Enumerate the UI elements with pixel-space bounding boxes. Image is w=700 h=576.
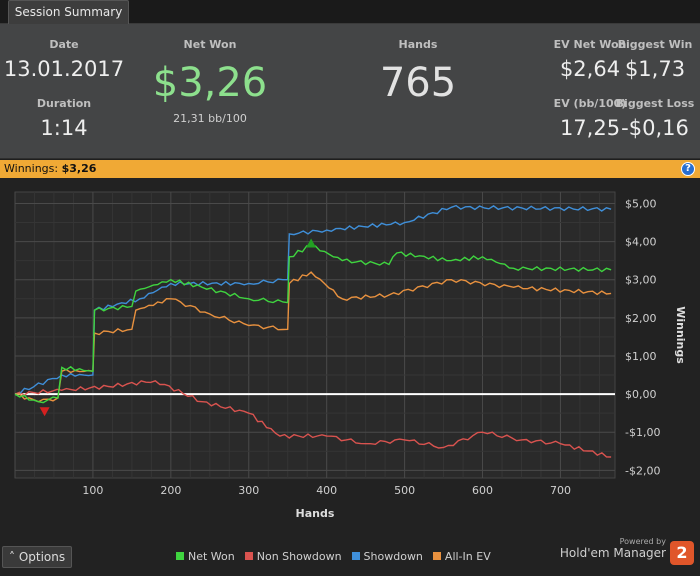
brand-name: Hold'em Manager (559, 546, 666, 560)
biggest-loss-value: -$0,16 (621, 116, 689, 140)
net-won-label: Net Won (183, 38, 237, 51)
plot-area (14, 191, 616, 479)
x-tick-label: 700 (550, 484, 571, 497)
winnings-label: Winnings: (4, 162, 59, 175)
y-tick-label: $0,00 (625, 388, 657, 401)
x-tick-label: 500 (394, 484, 415, 497)
x-tick-label: 400 (316, 484, 337, 497)
chart-legend: Net Won Non Showdown Showdown All-In EV (176, 548, 491, 564)
options-button[interactable]: ˄ Options (2, 546, 72, 568)
series-line-all-in-ev (14, 271, 612, 403)
winnings-chart: 100 200 300 400 500 600 700 $5,00 $4,00 $3,00 $2,… (0, 178, 700, 576)
winnings-value: $3,26 (61, 162, 97, 175)
x-ticks: 100 200 300 400 500 600 700 (82, 484, 571, 497)
legend-label: Showdown (363, 549, 423, 563)
y-ticks: $5,00 $4,00 $3,00 $2,00 $1,00 $0,00 -$1,00 -$2,… (625, 197, 660, 477)
legend-swatch (176, 552, 184, 560)
min-marker (39, 407, 50, 417)
legend-all-in-ev[interactable]: All-In EV (432, 548, 491, 564)
hm2-logo-icon: 2 (670, 541, 694, 565)
brand: Powered by Hold'em Manager (560, 537, 666, 560)
biggest-win-value: $1,73 (624, 57, 686, 81)
max-marker (306, 238, 317, 248)
hands-value: 765 (379, 60, 457, 106)
powered-by-label: Powered by (619, 537, 666, 546)
legend-non-showdown[interactable]: Non Showdown (244, 548, 342, 564)
y-tick-label: -$2,00 (625, 464, 660, 477)
chart-svg: 100 200 300 400 500 600 700 $5,00 $4,00 $3,00 $2,… (14, 191, 687, 520)
tab-session-summary[interactable]: Session Summary (8, 0, 129, 24)
y-tick-label: -$1,00 (625, 426, 660, 439)
chevron-up-icon: ˄ (9, 550, 15, 564)
legend-swatch (351, 552, 360, 560)
legend-label: All-In EV (444, 549, 491, 563)
legend-net-won[interactable]: Net Won (176, 548, 235, 564)
ev-net-won-value: $2,64 (559, 57, 621, 81)
duration-value: 1:14 (40, 116, 88, 140)
series-line-non-showdown (14, 380, 612, 458)
y-tick-label: $1,00 (625, 350, 657, 363)
x-tick-label: 300 (238, 484, 259, 497)
x-tick-label: 100 (82, 484, 103, 497)
series-line-showdown (14, 204, 612, 395)
y-tick-label: $3,00 (625, 274, 657, 287)
biggest-loss-label: Biggest Loss (615, 97, 695, 110)
legend-showdown[interactable]: Showdown (351, 548, 423, 564)
y-tick-label: $2,00 (625, 312, 657, 325)
tab-bar: Session Summary (0, 0, 700, 24)
markers (39, 238, 317, 417)
legend-label: Non Showdown (256, 549, 342, 563)
grid (14, 192, 615, 478)
legend-label: Net Won (188, 549, 235, 563)
hands-label: Hands (398, 38, 438, 51)
ev-net-won-label: EV Net Won (553, 38, 627, 51)
ev-bb100-label: EV (bb/100) (553, 97, 627, 110)
legend-swatch (244, 552, 253, 560)
y-tick-label: $4,00 (625, 236, 657, 249)
bb100-value: 21,31 bb/100 (173, 112, 247, 125)
x-axis-label: Hands (296, 507, 335, 520)
y-axis-label: Winnings (674, 306, 687, 364)
options-label: Options (18, 550, 66, 564)
date-label: Date (49, 38, 79, 51)
help-icon[interactable]: ? (681, 162, 695, 176)
x-tick-label: 200 (160, 484, 181, 497)
session-summary-panel: Date 13.01.2017 Duration 1:14 Net Won $3… (0, 24, 700, 159)
date-value: 13.01.2017 (3, 57, 125, 81)
biggest-win-label: Biggest Win (617, 38, 693, 51)
legend-swatch (432, 552, 441, 560)
duration-label: Duration (36, 97, 92, 110)
x-tick-label: 600 (472, 484, 493, 497)
y-tick-label: $5,00 (625, 197, 657, 210)
ev-bb100-value: 17,25 (559, 116, 621, 140)
winnings-bar: Winnings: $3,26 ? (0, 160, 700, 178)
net-won-value: $3,26 (152, 60, 268, 106)
